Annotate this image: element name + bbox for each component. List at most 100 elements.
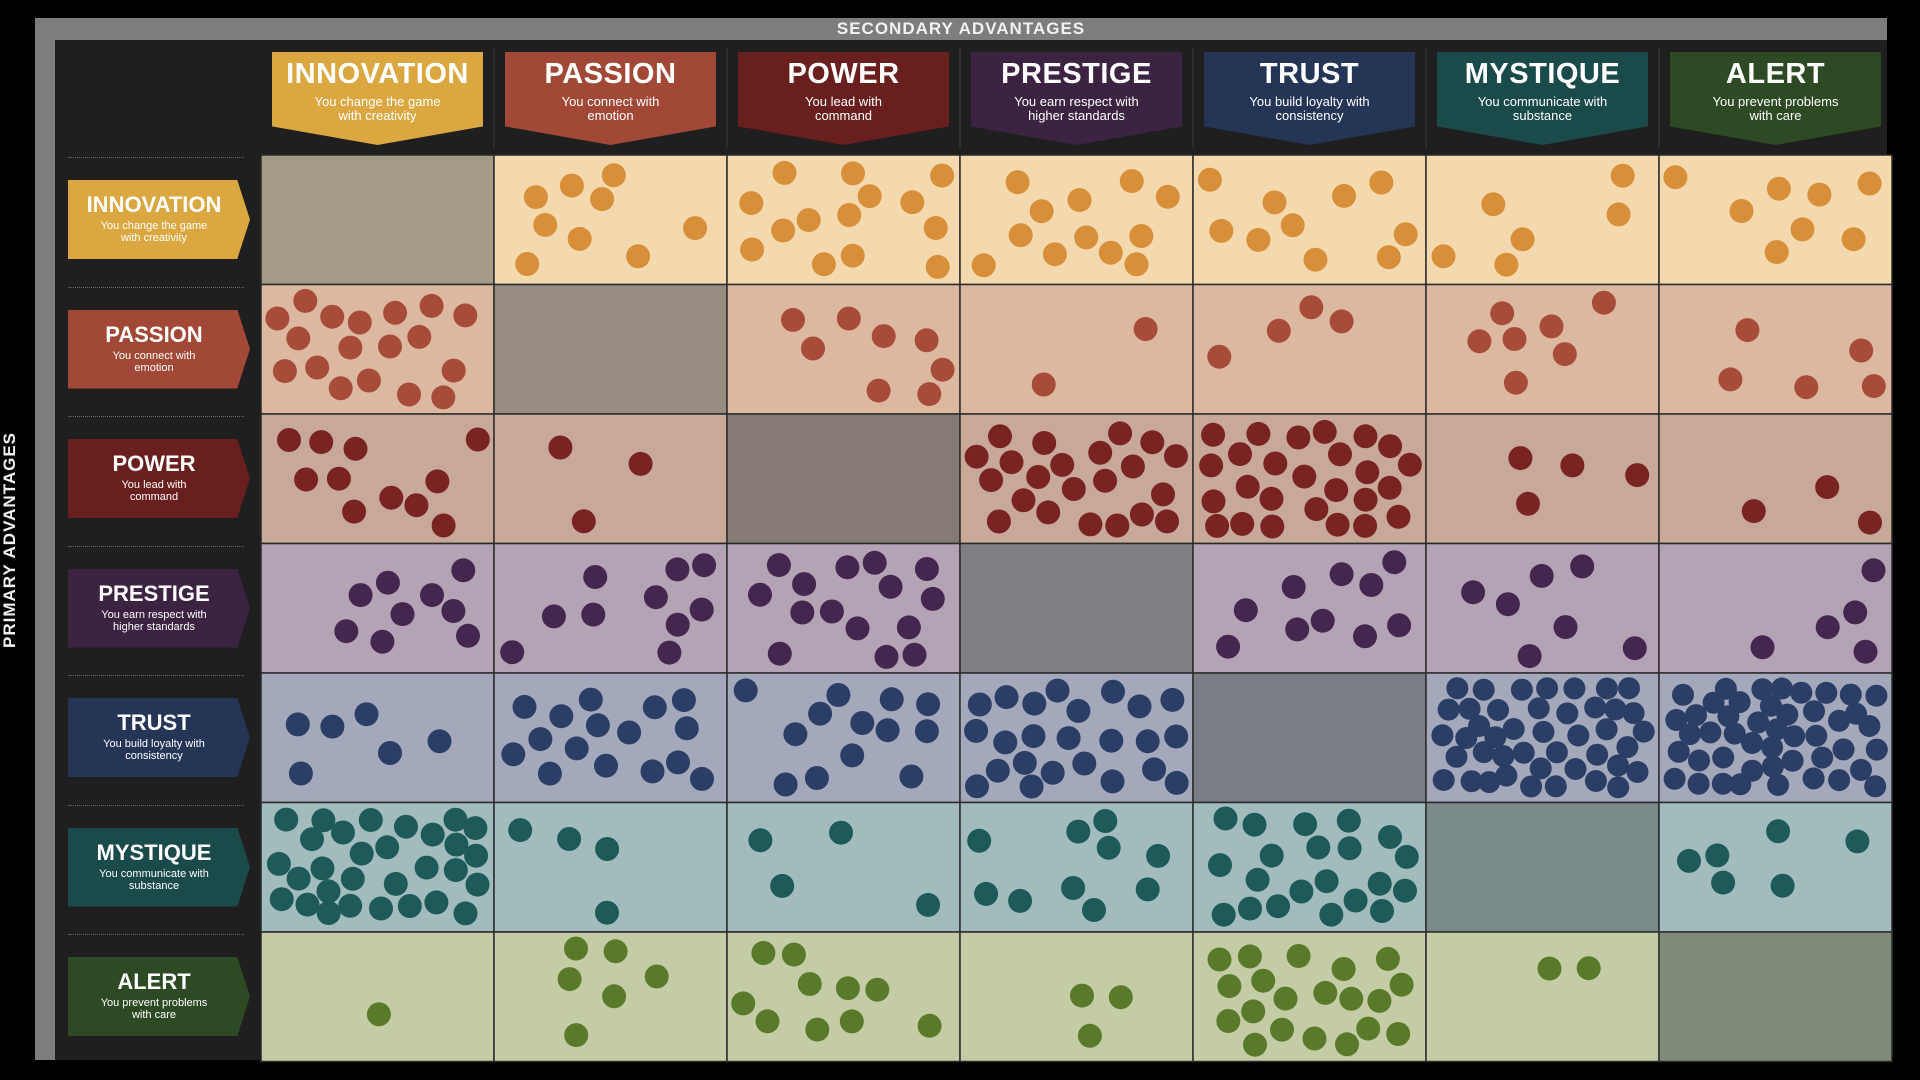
data-dot xyxy=(1142,757,1167,782)
data-dot xyxy=(1216,634,1241,659)
data-dot xyxy=(1303,247,1328,272)
row-divider xyxy=(68,157,244,158)
data-dot xyxy=(1289,879,1314,904)
data-dot xyxy=(967,828,992,853)
data-dot xyxy=(964,444,989,469)
data-dot xyxy=(1529,757,1552,780)
data-dot xyxy=(1031,372,1056,397)
data-dot xyxy=(1335,1032,1359,1057)
data-dot xyxy=(1517,644,1542,669)
row-header-prestige: PRESTIGE You earn respect with higher sta… xyxy=(68,568,250,648)
data-dot xyxy=(1266,894,1290,919)
data-dot xyxy=(1687,772,1710,795)
data-dot xyxy=(1544,775,1567,798)
cell-passion-mystique xyxy=(1425,283,1660,415)
data-dot xyxy=(1490,301,1515,326)
data-dot xyxy=(1241,999,1266,1024)
data-dot xyxy=(375,570,400,595)
column-header-title: TRUST xyxy=(1259,58,1360,90)
data-dot xyxy=(1129,502,1154,527)
row-divider xyxy=(68,545,244,547)
data-dot xyxy=(294,467,319,492)
column-header-desc: You change the game with creativity xyxy=(314,94,441,123)
data-dot xyxy=(1539,314,1564,339)
data-dot xyxy=(1336,808,1361,833)
data-dot xyxy=(1723,722,1746,745)
data-dot xyxy=(1029,199,1054,224)
data-dot xyxy=(595,837,620,861)
cell-power-mystique xyxy=(1425,413,1660,545)
cell-power-power xyxy=(726,413,961,545)
column-separator xyxy=(1425,48,1427,148)
data-dot xyxy=(1328,442,1352,467)
data-dot xyxy=(277,428,301,452)
row-header-title: POWER xyxy=(112,451,196,476)
data-dot xyxy=(1304,497,1329,522)
data-dot xyxy=(865,977,890,1002)
data-dot xyxy=(1751,678,1774,701)
data-dot xyxy=(523,185,548,210)
data-dot xyxy=(1343,888,1368,913)
data-dot xyxy=(1766,176,1791,201)
data-dot xyxy=(826,683,851,707)
data-dot xyxy=(1492,745,1515,768)
data-dot xyxy=(1356,1016,1381,1041)
data-dot xyxy=(640,759,665,784)
data-dot xyxy=(1711,870,1736,895)
data-dot xyxy=(1527,697,1550,720)
data-dot xyxy=(1160,687,1185,712)
data-dot xyxy=(748,582,772,607)
data-dot xyxy=(1211,902,1236,927)
data-dot xyxy=(1811,746,1834,769)
column-header-desc: You prevent problems with care xyxy=(1712,94,1839,123)
column-header-title: INNOVATION xyxy=(286,58,469,90)
data-dot xyxy=(425,469,450,494)
row-header-power: POWER You lead with command xyxy=(68,439,250,518)
data-dot xyxy=(557,827,582,851)
data-dot xyxy=(837,203,862,227)
data-dot xyxy=(1019,774,1044,799)
data-dot xyxy=(1151,482,1175,507)
data-dot xyxy=(1591,290,1616,315)
data-dot xyxy=(443,858,468,883)
data-dot xyxy=(1040,760,1065,785)
column-header-title: PASSION xyxy=(544,58,677,90)
data-dot xyxy=(1213,806,1238,831)
row-divider xyxy=(68,286,244,288)
data-dot xyxy=(748,828,773,853)
data-dot xyxy=(767,641,792,666)
data-dot xyxy=(690,766,714,791)
data-dot xyxy=(797,972,822,996)
data-dot xyxy=(1495,592,1520,617)
data-dot xyxy=(1516,491,1540,516)
data-dot xyxy=(689,597,714,622)
data-dot xyxy=(295,892,320,917)
data-dot xyxy=(671,688,696,713)
data-dot xyxy=(1355,460,1380,485)
data-dot xyxy=(1093,809,1118,833)
data-dot xyxy=(1259,843,1284,868)
data-dot xyxy=(1205,513,1230,538)
data-dot xyxy=(965,774,989,799)
data-dot xyxy=(804,766,829,790)
data-dot xyxy=(1207,344,1232,369)
data-dot xyxy=(1074,225,1099,250)
data-dot xyxy=(1625,463,1650,488)
data-dot xyxy=(397,894,422,918)
cell-prestige-prestige xyxy=(959,542,1194,674)
data-dot xyxy=(1108,985,1133,1010)
data-dot xyxy=(1022,691,1047,716)
data-dot xyxy=(1100,769,1125,794)
data-dot xyxy=(1133,317,1158,341)
data-dot xyxy=(1815,475,1840,500)
row-header-innovation: INNOVATION You change the game with creat… xyxy=(68,180,250,259)
data-dot xyxy=(366,1002,391,1027)
data-dot xyxy=(1446,677,1469,700)
data-dot xyxy=(1487,699,1509,721)
data-dot xyxy=(801,336,825,361)
data-dot xyxy=(316,901,341,925)
data-dot xyxy=(1584,770,1607,792)
data-dot xyxy=(923,216,948,240)
data-dot xyxy=(1563,677,1586,700)
data-dot xyxy=(1378,434,1403,459)
